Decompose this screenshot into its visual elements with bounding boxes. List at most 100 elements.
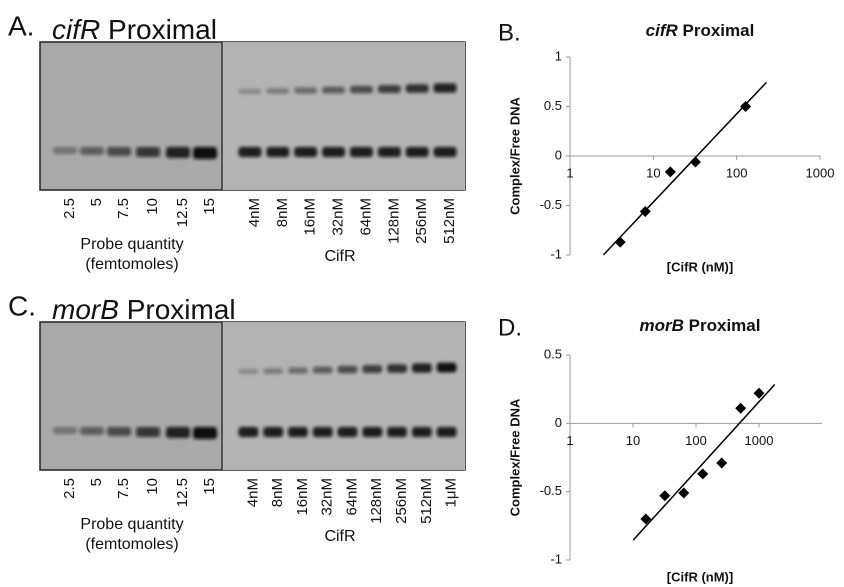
gel-band bbox=[263, 427, 284, 437]
gel-band bbox=[238, 427, 259, 437]
lane-label: 10 bbox=[144, 198, 161, 215]
gel-band bbox=[80, 427, 104, 435]
x-tick-label: 1000 bbox=[745, 433, 774, 448]
y-tick-label: -1 bbox=[550, 246, 562, 261]
title-text: Proximal bbox=[689, 316, 761, 335]
lane-label: 5 bbox=[88, 198, 105, 206]
y-tick-label: 0 bbox=[555, 147, 562, 162]
title-rest bbox=[100, 14, 108, 45]
gel-band bbox=[53, 427, 77, 434]
gel-band bbox=[337, 427, 358, 437]
title-gene: morB bbox=[640, 316, 684, 335]
gel-image-right bbox=[222, 322, 465, 470]
y-tick-label: -0.5 bbox=[540, 197, 562, 212]
gel-band bbox=[266, 147, 290, 157]
axis-caption: CifR bbox=[324, 248, 355, 265]
panel-title: cifR Proximal bbox=[646, 21, 755, 40]
lane-label: 7.5 bbox=[115, 478, 132, 499]
gel-band bbox=[288, 427, 308, 437]
data-point bbox=[640, 513, 652, 525]
gel-band bbox=[312, 427, 333, 437]
lane-label: 5 bbox=[88, 478, 105, 486]
gel-band bbox=[433, 83, 457, 93]
y-tick-label: 1 bbox=[555, 48, 562, 63]
data-point bbox=[639, 205, 651, 217]
data-point bbox=[753, 387, 765, 399]
lane-label: 15 bbox=[201, 198, 218, 215]
gel-band bbox=[350, 85, 373, 94]
gel-band bbox=[377, 85, 401, 93]
gel-band bbox=[136, 147, 160, 157]
data-point bbox=[659, 490, 671, 502]
panel-title: morB Proximal bbox=[52, 294, 236, 325]
gel-band bbox=[263, 368, 284, 374]
lane-label: 512nM bbox=[418, 478, 435, 524]
lane-label: 32nM bbox=[330, 198, 347, 236]
lane-label: 512nM bbox=[441, 198, 458, 244]
lane-label: 4nM bbox=[246, 198, 263, 227]
data-point bbox=[614, 236, 626, 248]
panel-label: D. bbox=[498, 314, 522, 341]
data-point bbox=[689, 156, 701, 168]
lane-label: 8nM bbox=[274, 198, 291, 227]
gel-band bbox=[266, 88, 290, 94]
lane-label: 32nM bbox=[319, 478, 336, 516]
panel-label: B. bbox=[498, 19, 521, 46]
panel-label: A. bbox=[8, 10, 34, 41]
panel-title: cifR Proximal bbox=[52, 14, 217, 45]
data-point bbox=[678, 487, 690, 499]
gel-band bbox=[387, 427, 407, 437]
lane-label: 16nM bbox=[294, 478, 311, 516]
gel-band bbox=[193, 147, 217, 159]
y-axis-label: Complex/Free DNA bbox=[507, 398, 522, 516]
trendline bbox=[602, 81, 767, 256]
trendline bbox=[632, 383, 776, 541]
gel-image-right bbox=[222, 42, 465, 190]
panel-title: morB Proximal bbox=[640, 316, 761, 335]
gel-band bbox=[288, 367, 308, 374]
gel-band bbox=[411, 427, 432, 437]
gel-band bbox=[107, 427, 131, 436]
title-text: Proximal bbox=[127, 294, 236, 325]
x-tick-label: 100 bbox=[726, 165, 748, 180]
lane-label: 128nM bbox=[385, 198, 402, 244]
title-gene: morB bbox=[52, 294, 119, 325]
gel-band bbox=[80, 147, 104, 155]
title-text: Proximal bbox=[108, 14, 217, 45]
title-text: Proximal bbox=[683, 21, 755, 40]
lane-label: 256nM bbox=[413, 198, 430, 244]
y-tick-label: 0.5 bbox=[544, 98, 562, 113]
axis-caption: (femtomoles) bbox=[85, 536, 178, 553]
gel-band bbox=[322, 86, 345, 94]
x-axis-label: [CifR (nM)] bbox=[667, 259, 733, 274]
lane-label: 16nM bbox=[302, 198, 319, 236]
gel-band bbox=[387, 364, 407, 373]
y-tick-label: -1 bbox=[550, 551, 562, 566]
x-tick-label: 10 bbox=[646, 165, 660, 180]
axis-caption: (femtomoles) bbox=[85, 256, 178, 273]
gel-band bbox=[193, 427, 217, 439]
gel-band bbox=[166, 427, 190, 438]
lane-label: 64nM bbox=[343, 478, 360, 516]
lane-label: 12.5 bbox=[174, 478, 191, 507]
gel-band bbox=[433, 147, 457, 157]
gel-band bbox=[436, 362, 457, 373]
x-axis-label: [CifR (nM)] bbox=[667, 569, 733, 584]
gel-band bbox=[337, 365, 358, 374]
lane-label: 2.5 bbox=[61, 198, 78, 219]
gel-band bbox=[405, 84, 429, 93]
title-gene: cifR bbox=[646, 21, 679, 40]
x-tick-label: 1000 bbox=[806, 165, 835, 180]
gel-band bbox=[166, 147, 190, 158]
lane-label: 12.5 bbox=[174, 198, 191, 227]
data-point bbox=[740, 101, 752, 112]
lane-label: 10 bbox=[144, 478, 161, 495]
axis-caption: Probe quantity bbox=[80, 236, 183, 253]
x-tick-label: 100 bbox=[685, 433, 707, 448]
lane-label: 15 bbox=[201, 478, 218, 495]
gel-band bbox=[136, 427, 160, 437]
gel-band bbox=[53, 147, 77, 154]
gel-band bbox=[312, 366, 333, 374]
y-axis-label: Complex/Free DNA bbox=[507, 97, 522, 215]
